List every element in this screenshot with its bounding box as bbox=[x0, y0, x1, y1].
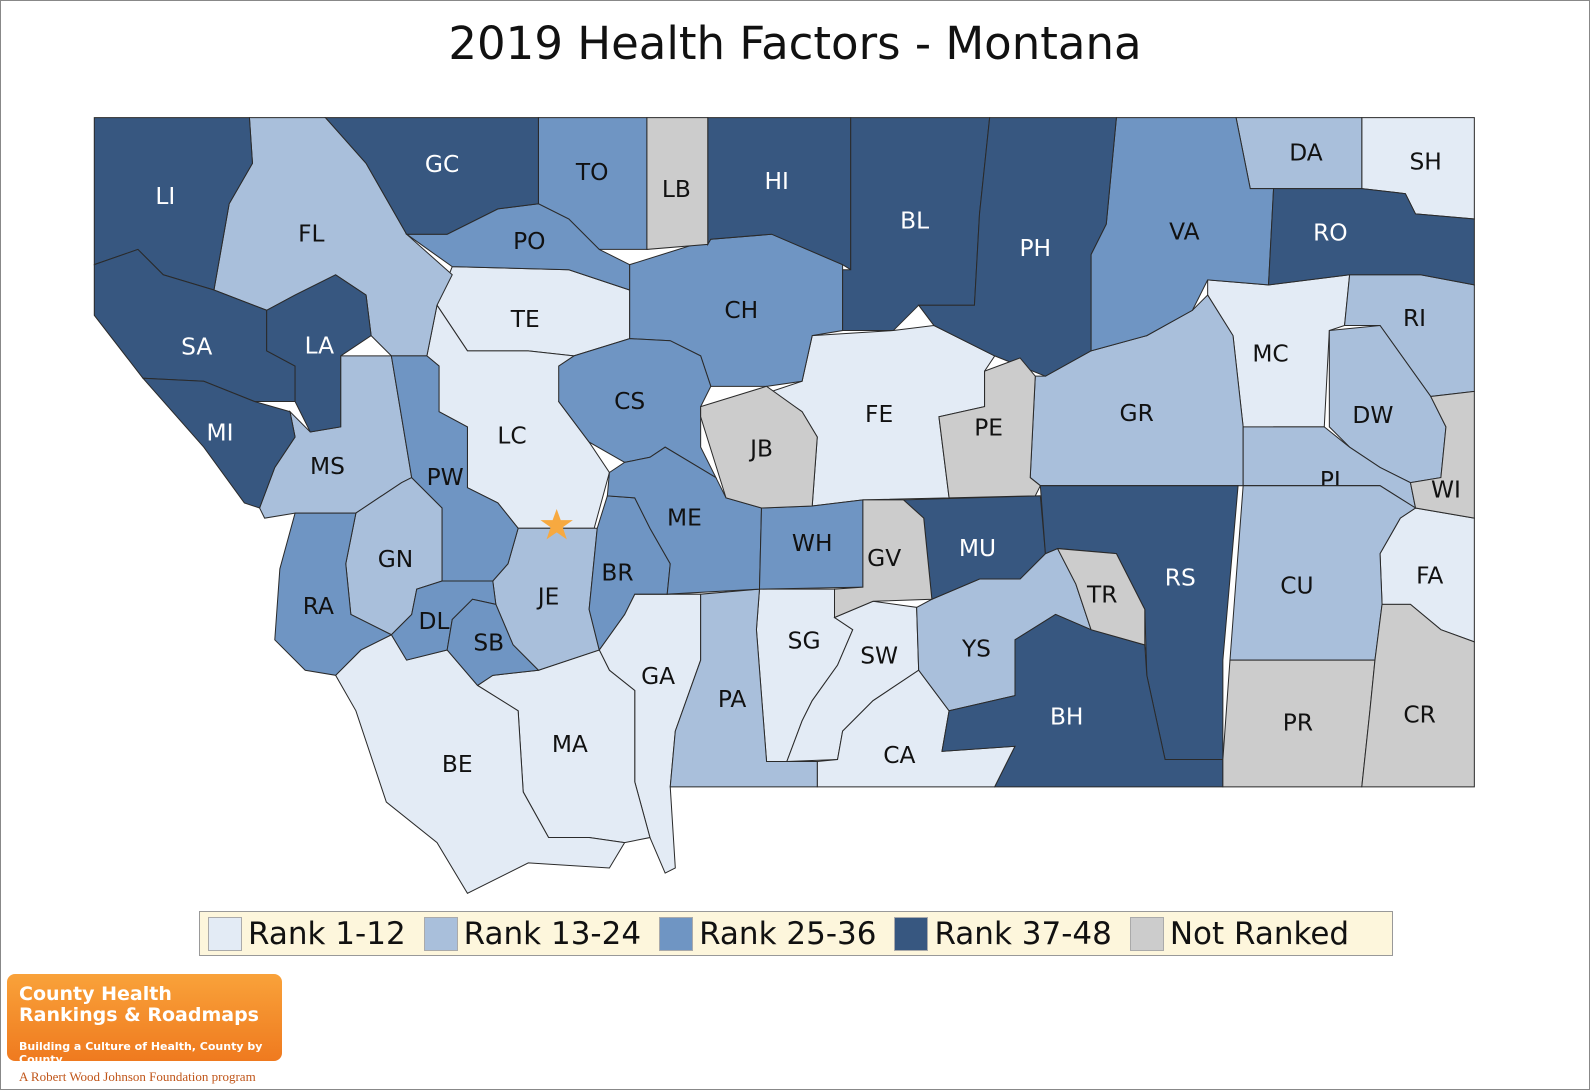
county bbox=[834, 499, 933, 619]
county-label: PO bbox=[513, 228, 545, 255]
county-label: TR bbox=[1086, 582, 1117, 609]
county-label: MC bbox=[1252, 340, 1288, 367]
county-label: CR bbox=[1403, 701, 1435, 728]
legend-label: Rank 25-36 bbox=[699, 915, 877, 952]
logo-line: County Health bbox=[19, 983, 172, 1005]
legend-label: Rank 1-12 bbox=[248, 915, 406, 952]
county-label: CS bbox=[614, 388, 645, 415]
logo-line: Rankings & Roadmaps bbox=[19, 1004, 259, 1026]
logo-name: County Health Rankings & Roadmaps bbox=[19, 984, 259, 1026]
county bbox=[141, 377, 296, 509]
county-label: LI bbox=[155, 183, 175, 210]
county-label: FA bbox=[1416, 562, 1443, 589]
county-label: GC bbox=[425, 151, 459, 178]
county-label: JE bbox=[536, 584, 560, 611]
county-label: MS bbox=[310, 453, 345, 480]
county bbox=[324, 117, 539, 235]
legend-item: Rank 37-48 bbox=[894, 915, 1112, 952]
county-label: PA bbox=[718, 686, 747, 713]
county-label: RA bbox=[303, 593, 334, 620]
county bbox=[646, 117, 709, 250]
logo: County Health Rankings & Roadmaps Buildin… bbox=[7, 974, 282, 1066]
legend-item: Not Ranked bbox=[1129, 915, 1350, 952]
county-label: TO bbox=[575, 159, 609, 186]
legend-label: Rank 37-48 bbox=[934, 915, 1112, 952]
logo-tagline: Building a Culture of Health, County by … bbox=[19, 1040, 263, 1066]
legend-item: Rank 13-24 bbox=[423, 915, 642, 952]
county bbox=[558, 338, 718, 479]
legend-item: Rank 1-12 bbox=[208, 916, 406, 952]
legend-label: Not Ranked bbox=[1169, 915, 1350, 952]
legend: Rank 1-12 Rank 13-24 Rank 25-36 Rank 37-48 N… bbox=[199, 911, 1393, 956]
county-label: BL bbox=[900, 208, 929, 235]
legend-item: Rank 25-36 bbox=[659, 916, 876, 952]
county-label: DA bbox=[1289, 140, 1323, 167]
county-label: PW bbox=[427, 464, 464, 491]
county bbox=[941, 613, 1224, 788]
county-label: VA bbox=[1169, 219, 1199, 246]
county-label: DL bbox=[419, 608, 450, 635]
county-label: SW bbox=[860, 643, 898, 670]
county-label: MI bbox=[207, 419, 234, 446]
legend-swatch bbox=[659, 916, 694, 951]
county bbox=[1056, 547, 1146, 646]
county-label: SG bbox=[788, 627, 821, 654]
county-label: SA bbox=[181, 333, 212, 360]
legend-swatch bbox=[1129, 916, 1164, 951]
county-label: SH bbox=[1410, 149, 1442, 176]
county-label: WI bbox=[1431, 476, 1461, 503]
county-label: RS bbox=[1165, 564, 1196, 591]
legend-swatch bbox=[208, 916, 242, 951]
legend-swatch bbox=[423, 916, 458, 951]
county-label: MU bbox=[959, 535, 996, 562]
legend-label: Rank 13-24 bbox=[463, 915, 642, 952]
legend-swatch bbox=[894, 916, 929, 951]
county-label: BR bbox=[601, 559, 633, 586]
county bbox=[1361, 603, 1475, 788]
county-label: LA bbox=[305, 332, 335, 359]
county-label: ME bbox=[667, 505, 702, 532]
title: 2019 Health Factors - Montana bbox=[448, 17, 1142, 70]
county bbox=[1267, 188, 1475, 286]
capital-star bbox=[540, 509, 573, 540]
county-label: CA bbox=[883, 742, 915, 769]
county-label: LC bbox=[497, 423, 526, 450]
county-label: GR bbox=[1120, 400, 1154, 427]
county-label: FE bbox=[865, 401, 893, 428]
county-label: BH bbox=[1050, 703, 1084, 730]
county-label: YS bbox=[961, 635, 991, 662]
county bbox=[390, 355, 519, 582]
county bbox=[669, 588, 818, 788]
logo-program: A Robert Wood Johnson Foundation program bbox=[19, 1069, 256, 1084]
county bbox=[446, 598, 540, 687]
county-label: GN bbox=[378, 546, 414, 573]
map-group: TE LC FE MC SH FA SG SW CA GA MA BE FL MS GN JE PA YS GR DA… bbox=[93, 117, 1475, 894]
county-label: FL bbox=[298, 221, 324, 248]
county bbox=[274, 512, 393, 676]
county-label: CU bbox=[1280, 573, 1313, 600]
county-label: PR bbox=[1283, 709, 1313, 736]
county-label: MA bbox=[552, 731, 588, 758]
county-label: RO bbox=[1313, 220, 1348, 247]
county-label: SB bbox=[473, 629, 504, 656]
county-label: LB bbox=[662, 176, 691, 203]
county-label: DW bbox=[1352, 402, 1393, 429]
county-label: BE bbox=[442, 751, 473, 778]
county-label: WH bbox=[792, 530, 833, 557]
county-label: JB bbox=[748, 436, 773, 463]
county bbox=[1409, 390, 1475, 519]
county-label: CH bbox=[724, 297, 758, 324]
county bbox=[700, 385, 818, 509]
county-label: PH bbox=[1019, 235, 1051, 262]
county-label: RI bbox=[1403, 305, 1426, 332]
county-label: HI bbox=[765, 168, 789, 195]
county-label: PE bbox=[974, 414, 1003, 441]
county bbox=[266, 274, 372, 433]
county-label: GV bbox=[867, 545, 901, 572]
county bbox=[938, 357, 1041, 499]
county-label: TE bbox=[510, 306, 540, 333]
county-label: GA bbox=[641, 663, 675, 690]
